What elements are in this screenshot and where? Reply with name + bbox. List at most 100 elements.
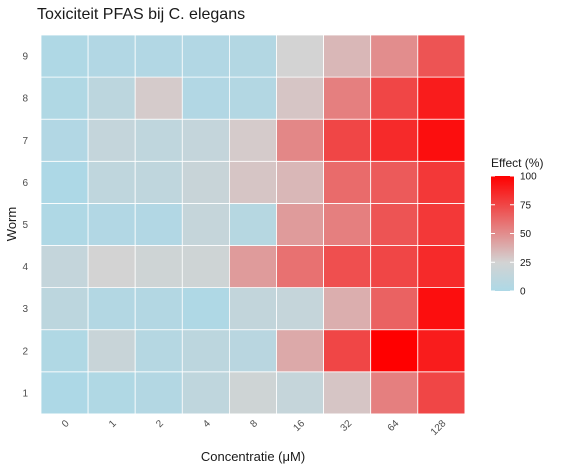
- heatmap-cell: [276, 118, 324, 162]
- x-tick-label: 16: [292, 418, 308, 434]
- heatmap-cell: [323, 371, 372, 415]
- heatmap-cell: [370, 329, 419, 373]
- heatmap-cell: [323, 76, 372, 120]
- heatmap-cell: [40, 329, 89, 373]
- legend-tick-label: 25: [520, 258, 532, 269]
- heatmap-cells: [40, 34, 466, 415]
- heatmap-cell: [370, 118, 419, 162]
- heatmap-cell: [134, 202, 183, 246]
- heatmap-cell: [181, 118, 230, 162]
- heatmap-cell: [228, 245, 277, 288]
- heatmap-cell: [417, 202, 466, 246]
- heatmap-cell: [323, 287, 372, 331]
- legend-tick-label: 100: [520, 172, 537, 183]
- heatmap-cell: [323, 160, 372, 204]
- heatmap-cell: [40, 202, 89, 246]
- heatmap-cell: [134, 371, 183, 415]
- x-axis-title: Concentratie (μM): [201, 449, 305, 464]
- heatmap-cell: [134, 329, 183, 373]
- heatmap-cell: [276, 287, 324, 331]
- heatmap-cell: [40, 118, 89, 162]
- y-tick-label: 9: [22, 52, 28, 63]
- heatmap-cell: [87, 329, 136, 373]
- heatmap-cell: [181, 34, 230, 78]
- heatmap-cell: [417, 160, 466, 204]
- heatmap-cell: [417, 287, 466, 331]
- heatmap-cell: [181, 202, 230, 246]
- heatmap-cell: [228, 160, 277, 204]
- heatmap-cell: [87, 287, 136, 331]
- legend-title: Effect (%): [491, 156, 543, 170]
- heatmap-cell: [228, 287, 277, 331]
- heatmap-cell: [323, 34, 372, 78]
- heatmap-cell: [134, 160, 183, 204]
- x-tick-label: 1: [107, 418, 119, 430]
- heatmap-cell: [40, 371, 89, 415]
- x-tick-label: 2: [154, 418, 166, 430]
- heatmap-cell: [181, 76, 230, 120]
- heatmap-cell: [40, 245, 89, 288]
- heatmap-cell: [276, 34, 324, 78]
- heatmap-cell: [87, 118, 136, 162]
- heatmap-cell: [181, 329, 230, 373]
- legend: Effect (%) 0 25 50 75 100: [491, 156, 543, 298]
- heatmap-cell: [134, 287, 183, 331]
- heatmap-cell: [370, 287, 419, 331]
- heatmap-cell: [417, 371, 466, 415]
- heatmap-cell: [370, 160, 419, 204]
- heatmap-cell: [276, 202, 324, 246]
- legend-tick-label: 50: [520, 229, 532, 240]
- y-tick-label: 2: [22, 346, 28, 357]
- heatmap-cell: [370, 371, 419, 415]
- heatmap-cell: [87, 160, 136, 204]
- heatmap-cell: [370, 76, 419, 120]
- heatmap-cell: [417, 245, 466, 288]
- heatmap-cell: [323, 202, 372, 246]
- legend-ticks: 0 25 50 75 100: [491, 172, 537, 298]
- heatmap-cell: [276, 245, 324, 288]
- heatmap-cell: [181, 371, 230, 415]
- heatmap-cell: [276, 329, 324, 373]
- heatmap-cell: [417, 329, 466, 373]
- chart-title: Toxiciteit PFAS bij C. elegans: [37, 6, 245, 23]
- heatmap-cell: [228, 329, 277, 373]
- heatmap-cell: [228, 118, 277, 162]
- heatmap-cell: [370, 245, 419, 288]
- heatmap-cell: [370, 202, 419, 246]
- heatmap-cell: [417, 34, 466, 78]
- heatmap-cell: [87, 34, 136, 78]
- x-tick-label: 0: [60, 418, 72, 430]
- y-tick-label: 4: [22, 262, 28, 273]
- x-tick-label: 128: [429, 418, 449, 438]
- heatmap-cell: [323, 245, 372, 288]
- heatmap-cell: [134, 76, 183, 120]
- y-tick-label: 3: [22, 304, 28, 315]
- heatmap-cell: [228, 76, 277, 120]
- x-tick-label: 32: [339, 418, 355, 434]
- heatmap-cell: [228, 34, 277, 78]
- heatmap-cell: [181, 160, 230, 204]
- legend-colorbar: [491, 176, 514, 291]
- heatmap-cell: [134, 245, 183, 288]
- heatmap-cell: [276, 160, 324, 204]
- heatmap-cell: [228, 202, 277, 246]
- legend-tick-label: 0: [520, 287, 526, 298]
- heatmap-cell: [40, 287, 89, 331]
- heatmap-cell: [181, 287, 230, 331]
- heatmap-cell: [228, 371, 277, 415]
- x-axis-ticks: 0 1 2 4 8 16 32 64 128: [60, 418, 449, 438]
- heatmap-cell: [134, 118, 183, 162]
- heatmap-cell: [370, 34, 419, 78]
- legend-tick-label: 75: [520, 200, 532, 211]
- heatmap-cell: [323, 118, 372, 162]
- heatmap-cell: [87, 202, 136, 246]
- y-tick-label: 7: [22, 136, 28, 147]
- heatmap-cell: [40, 34, 89, 78]
- heatmap-cell: [87, 245, 136, 288]
- heatmap-cell: [276, 371, 324, 415]
- heatmap-cell: [134, 34, 183, 78]
- x-tick-label: 4: [201, 418, 213, 430]
- heatmap-cell: [87, 371, 136, 415]
- y-tick-label: 6: [22, 178, 28, 189]
- y-tick-label: 8: [22, 94, 28, 105]
